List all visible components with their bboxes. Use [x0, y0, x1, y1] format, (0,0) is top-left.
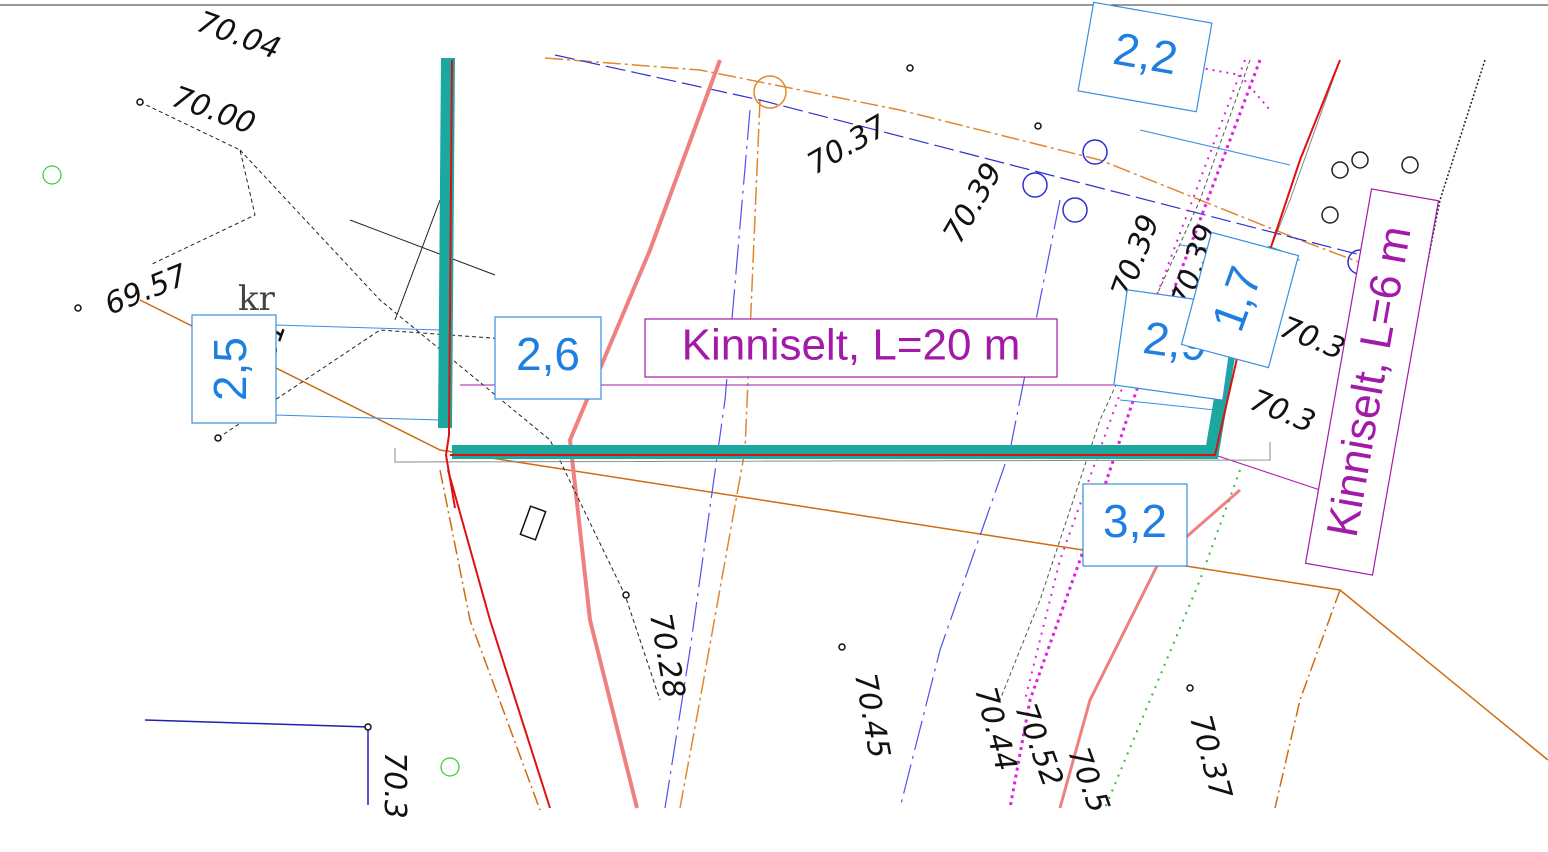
elevation: 70.37 — [1182, 711, 1238, 803]
symbol-label: kr — [238, 279, 276, 319]
elevation: 70.3 — [377, 752, 412, 819]
annotation-box — [644, 318, 1058, 378]
elevation: 70.39 — [1105, 210, 1167, 303]
depth: 2,2 — [1110, 22, 1182, 84]
elevation: 70.3 — [1245, 383, 1320, 440]
depth-box — [1077, 1, 1213, 113]
annotations: Kinniselt, L=20 m Kinniselt, L=6 m — [644, 188, 1440, 576]
depth-box — [191, 314, 277, 424]
depth-boxes: 2,2 2,5 2,6 2,9 1,7 3,2 — [191, 1, 1300, 567]
elevation: 70.04 — [192, 5, 285, 67]
depth: 2,5 — [204, 337, 256, 401]
elevation: 70.28 — [642, 610, 691, 701]
elevation: 70.3 — [1275, 310, 1350, 367]
depth-box — [1180, 231, 1300, 369]
depth-box — [1082, 483, 1188, 567]
elevation: 70.37 — [802, 109, 894, 182]
depth: 3,2 — [1103, 495, 1167, 547]
depth-box — [494, 316, 602, 400]
elevation: 70.00 — [167, 80, 260, 142]
elevation: 69.57 — [100, 258, 193, 323]
annotation-box — [1304, 188, 1440, 576]
depth: 2,6 — [516, 328, 580, 380]
elevation-labels: 70.04 70.00 69.57 70.37 70.39 70.39 70.3… — [100, 5, 1350, 819]
annotation: Kinniselt, L=20 m — [682, 321, 1021, 370]
elevation: 70.39 — [937, 157, 1010, 249]
elevation: 70.45 — [847, 670, 896, 761]
